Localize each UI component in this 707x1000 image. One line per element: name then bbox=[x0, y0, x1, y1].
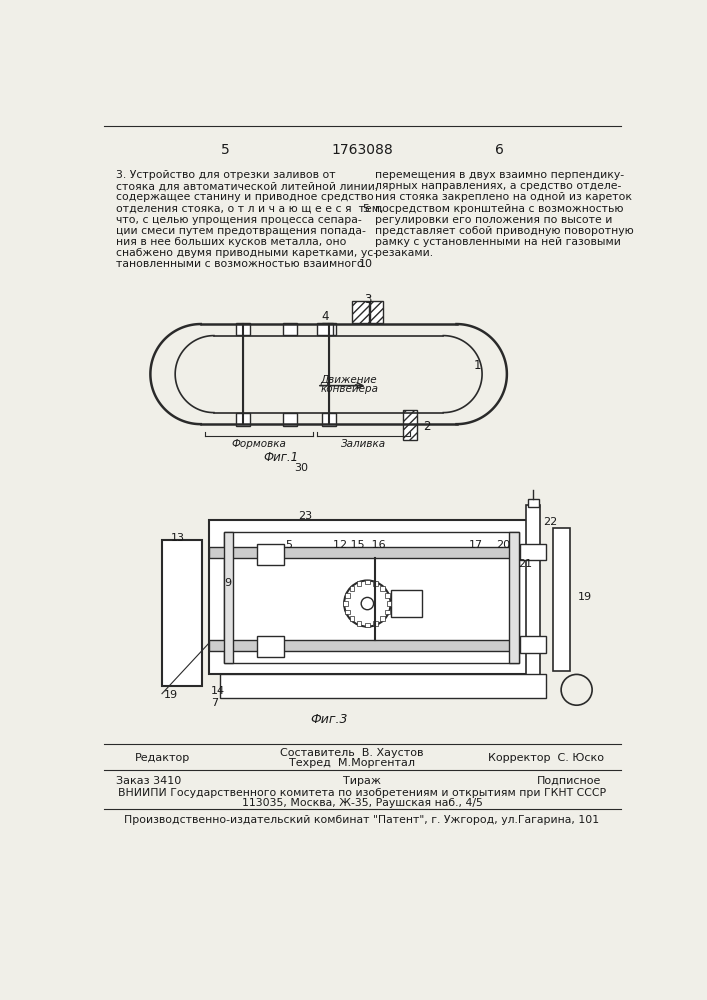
Bar bbox=[345, 610, 350, 614]
Text: 13: 13 bbox=[170, 533, 185, 543]
Text: Формовка: Формовка bbox=[231, 439, 286, 449]
Text: регулировки его положения по высоте и: регулировки его положения по высоте и bbox=[375, 215, 612, 225]
Text: тановленными с возможностью взаимного: тановленными с возможностью взаимного bbox=[115, 259, 363, 269]
Text: 2: 2 bbox=[423, 420, 431, 433]
Text: Тираж: Тираж bbox=[343, 776, 381, 786]
Bar bbox=[322, 413, 336, 426]
Text: 1: 1 bbox=[474, 359, 481, 372]
Bar bbox=[209, 520, 534, 674]
Bar bbox=[257, 636, 284, 657]
Bar bbox=[387, 601, 392, 606]
Text: ния стояка закреплено на одной из кареток: ния стояка закреплено на одной из карето… bbox=[375, 192, 632, 202]
Text: Заказ 3410: Заказ 3410 bbox=[115, 776, 181, 786]
Text: 7: 7 bbox=[211, 698, 218, 708]
Bar bbox=[257, 544, 284, 565]
Text: 9: 9 bbox=[224, 578, 231, 588]
Bar bbox=[509, 532, 518, 663]
Text: представляет собой приводную поворотную: представляет собой приводную поворотную bbox=[375, 226, 634, 236]
Text: Заливка: Заливка bbox=[341, 439, 386, 449]
Bar bbox=[224, 532, 233, 663]
Text: Составитель  В. Хаустов: Составитель В. Хаустов bbox=[280, 748, 423, 758]
Bar bbox=[357, 581, 361, 586]
Text: ВНИИПИ Государственного комитета по изобретениям и открытиям при ГКНТ СССР: ВНИИПИ Государственного комитета по изоб… bbox=[118, 788, 606, 798]
Bar bbox=[283, 323, 297, 335]
Text: содержащее станину и приводное средство: содержащее станину и приводное средство bbox=[115, 192, 373, 202]
Bar bbox=[209, 547, 534, 558]
Bar bbox=[391, 590, 421, 617]
Bar bbox=[357, 621, 361, 626]
Text: Техред  М.Моргентал: Техред М.Моргентал bbox=[289, 758, 415, 768]
Text: 5: 5 bbox=[221, 143, 230, 157]
Text: Редактор: Редактор bbox=[135, 753, 190, 763]
Bar bbox=[520, 636, 547, 653]
Bar bbox=[322, 323, 336, 335]
Bar bbox=[554, 528, 571, 671]
Bar bbox=[380, 586, 385, 591]
Text: снабжено двумя приводными каретками, ус-: снабжено двумя приводными каретками, ус- bbox=[115, 248, 377, 258]
Text: 10: 10 bbox=[359, 259, 373, 269]
Text: 22: 22 bbox=[543, 517, 558, 527]
Bar bbox=[385, 593, 390, 598]
Text: перемещения в двух взаимно перпендику-: перемещения в двух взаимно перпендику- bbox=[375, 170, 624, 180]
Text: 23: 23 bbox=[298, 511, 312, 521]
Text: отделения стояка, о т л и ч а ю щ е е с я  тем,: отделения стояка, о т л и ч а ю щ е е с … bbox=[115, 204, 383, 214]
Bar bbox=[350, 586, 354, 591]
Bar bbox=[352, 301, 369, 323]
Bar bbox=[162, 540, 202, 686]
Text: 3: 3 bbox=[363, 293, 371, 306]
Bar bbox=[317, 323, 332, 335]
Bar bbox=[385, 610, 390, 614]
Bar bbox=[236, 323, 250, 335]
Text: рамку с установленными на ней газовыми: рамку с установленными на ней газовыми bbox=[375, 237, 621, 247]
Bar bbox=[365, 623, 370, 627]
Text: 6: 6 bbox=[495, 143, 503, 157]
Text: 1763088: 1763088 bbox=[331, 143, 393, 157]
Text: конвейера: конвейера bbox=[321, 384, 379, 394]
Text: 19: 19 bbox=[578, 592, 592, 602]
Text: 20: 20 bbox=[496, 540, 510, 550]
Text: Фиг.1: Фиг.1 bbox=[263, 451, 298, 464]
Bar bbox=[345, 593, 350, 598]
Text: ции смеси путем предотвращения попада-: ции смеси путем предотвращения попада- bbox=[115, 226, 366, 236]
Bar bbox=[283, 413, 297, 426]
Text: посредством кронштейна с возможностью: посредством кронштейна с возможностью bbox=[375, 204, 624, 214]
Bar bbox=[526, 505, 540, 678]
Text: 5: 5 bbox=[362, 204, 369, 214]
Bar bbox=[373, 621, 378, 626]
Text: 12 15  16: 12 15 16 bbox=[333, 540, 386, 550]
Text: 3. Устройство для отрезки заливов от: 3. Устройство для отрезки заливов от bbox=[115, 170, 335, 180]
Text: 17: 17 bbox=[469, 540, 483, 550]
Text: Производственно-издательский комбинат "Патент", г. Ужгород, ул.Гагарина, 101: Производственно-издательский комбинат "П… bbox=[124, 815, 600, 825]
Text: лярных направлениях, а средство отделе-: лярных направлениях, а средство отделе- bbox=[375, 181, 621, 191]
Bar bbox=[224, 532, 518, 663]
Bar bbox=[236, 413, 250, 426]
Bar bbox=[370, 301, 383, 323]
Bar bbox=[403, 410, 417, 440]
Bar bbox=[209, 640, 534, 651]
Bar bbox=[344, 601, 348, 606]
Text: Фиг.3: Фиг.3 bbox=[310, 713, 347, 726]
Text: Корректор  С. Юско: Корректор С. Юско bbox=[488, 753, 604, 763]
Bar bbox=[365, 580, 370, 584]
Text: ния в нее больших кусков металла, оно: ния в нее больших кусков металла, оно bbox=[115, 237, 346, 247]
Text: что, с целью упрощения процесса сепара-: что, с целью упрощения процесса сепара- bbox=[115, 215, 361, 225]
Bar bbox=[528, 499, 539, 507]
Text: Движение: Движение bbox=[321, 375, 378, 385]
Text: 4: 4 bbox=[321, 310, 329, 323]
Text: 5: 5 bbox=[285, 540, 292, 550]
Text: 30: 30 bbox=[295, 463, 308, 473]
Text: резаками.: резаками. bbox=[375, 248, 433, 258]
Bar bbox=[380, 616, 385, 621]
Bar bbox=[220, 674, 546, 698]
Bar bbox=[520, 544, 547, 560]
Bar bbox=[373, 581, 378, 586]
Text: 19: 19 bbox=[163, 690, 177, 700]
Text: 21: 21 bbox=[518, 559, 532, 569]
Bar bbox=[350, 616, 354, 621]
Text: 14: 14 bbox=[211, 686, 225, 696]
Text: 113035, Москва, Ж-35, Раушская наб., 4/5: 113035, Москва, Ж-35, Раушская наб., 4/5 bbox=[242, 798, 482, 808]
Text: Подписное: Подписное bbox=[537, 776, 601, 786]
Text: стояка для автоматической литейной линии,: стояка для автоматической литейной линии… bbox=[115, 181, 378, 191]
